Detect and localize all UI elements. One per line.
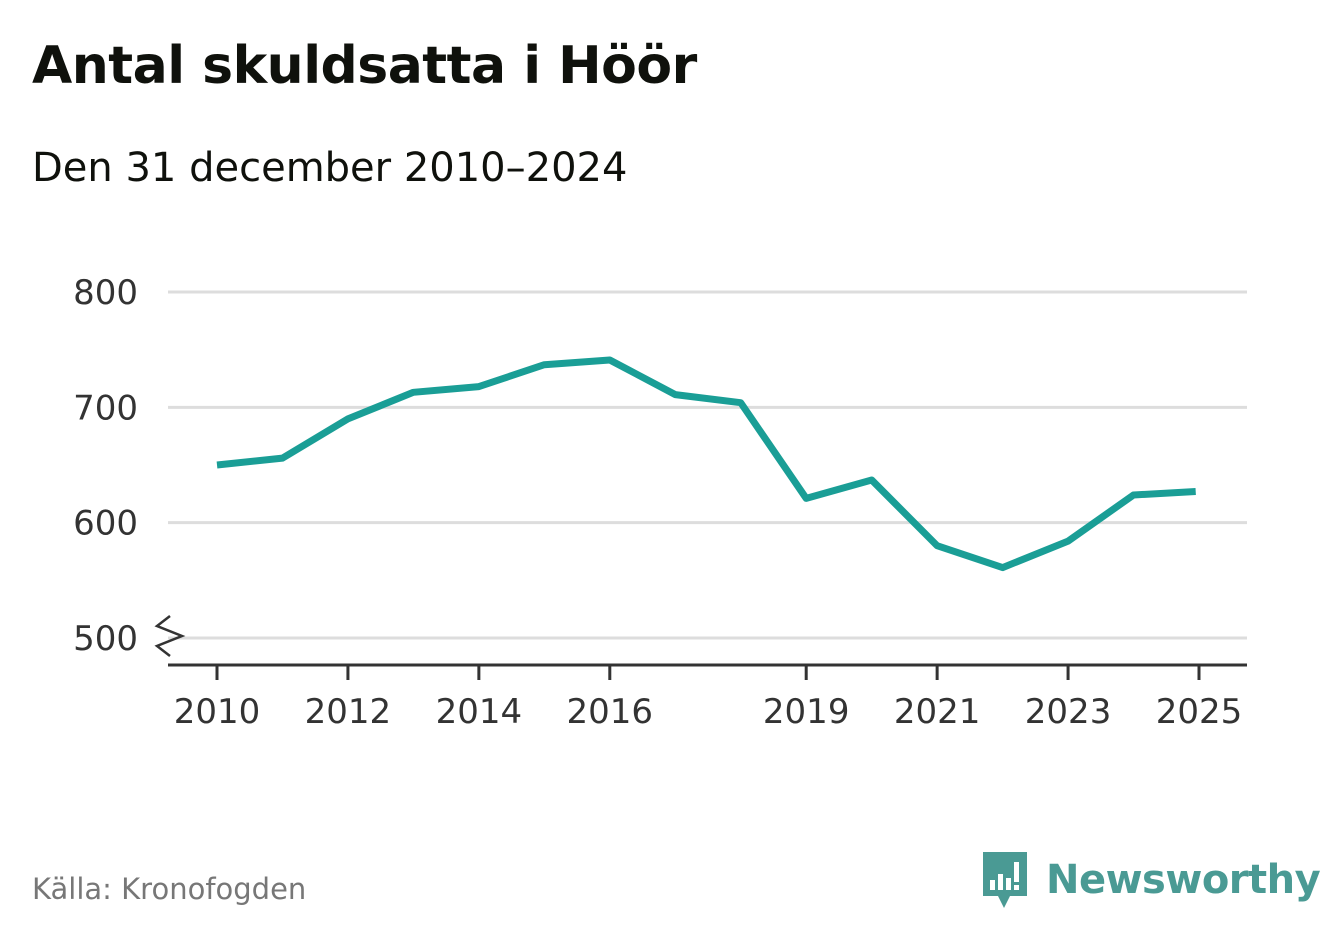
x-tick-label: 2023 xyxy=(1025,692,1112,732)
data-point xyxy=(344,415,351,422)
x-tick-label: 2016 xyxy=(567,692,654,732)
data-point xyxy=(737,399,744,406)
data-point xyxy=(803,495,810,502)
data-point xyxy=(868,476,875,483)
axis-break-icon xyxy=(154,615,186,657)
data-point xyxy=(672,391,679,398)
data-point xyxy=(1130,491,1137,498)
y-tick-label: 500 xyxy=(73,619,138,659)
gridlines xyxy=(168,290,1247,640)
x-tick-label: 2014 xyxy=(436,692,523,732)
data-point xyxy=(279,455,286,462)
data-point xyxy=(1065,538,1072,545)
chart-subtitle: Den 31 december 2010–2024 xyxy=(32,145,628,191)
y-tick-label: 800 xyxy=(73,273,138,313)
x-tick-label: 2010 xyxy=(174,692,261,732)
data-point xyxy=(934,542,941,549)
data-point xyxy=(475,383,482,390)
series-line-0 xyxy=(216,356,1196,572)
data-point xyxy=(999,564,1006,571)
data-point xyxy=(410,389,417,396)
y-tick-label: 700 xyxy=(73,388,138,428)
y-tick-label: 600 xyxy=(73,504,138,544)
x-axis-ticks: 2010 2012 2014 2016 2019 2021 2023 2025 xyxy=(174,665,1243,732)
x-tick-label: 2012 xyxy=(305,692,392,732)
brand-logo[interactable]: Newsworthy xyxy=(980,850,1321,910)
source-label: Källa: Kronofogden xyxy=(32,872,307,906)
data-point xyxy=(541,361,548,368)
newsworthy-logo-icon xyxy=(983,852,1027,908)
x-tick-label: 2021 xyxy=(894,692,981,732)
data-point xyxy=(606,357,613,364)
data-point xyxy=(1192,488,1199,495)
series-layer xyxy=(214,356,1199,572)
data-point xyxy=(214,462,221,469)
y-axis-ticks: 500 600 700 800 xyxy=(73,273,186,659)
x-tick-label: 2019 xyxy=(763,692,850,732)
x-tick-label: 2025 xyxy=(1156,692,1243,732)
brand-name: Newsworthy xyxy=(1046,857,1321,903)
chart-title: Antal skuldsatta i Höör xyxy=(32,36,697,96)
